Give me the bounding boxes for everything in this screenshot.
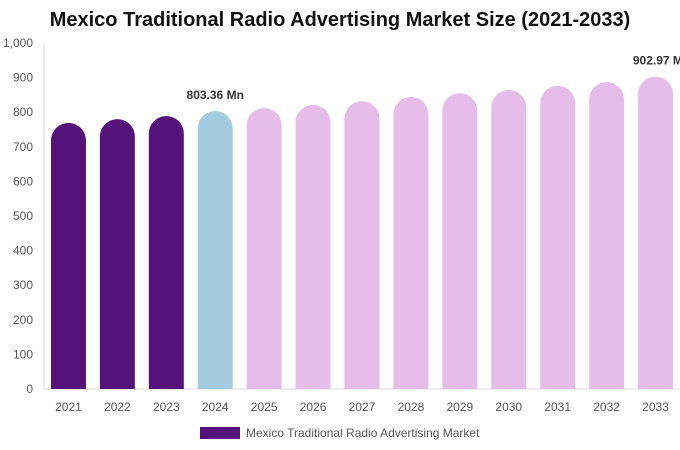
- bar-2024: [197, 111, 233, 389]
- x-tick-label: 2023: [153, 400, 180, 414]
- x-tick-label: 2025: [251, 400, 278, 414]
- x-tick-label: 2031: [544, 400, 571, 414]
- bar-2031: [540, 85, 576, 390]
- y-tick-label: 600: [13, 174, 33, 188]
- y-tick-label: 0: [26, 382, 33, 396]
- x-tick-label: 2024: [202, 400, 229, 414]
- y-tick-label: 200: [13, 313, 33, 327]
- x-tick-label: 2033: [642, 400, 669, 414]
- bar-2029: [442, 93, 478, 390]
- bar-2021: [50, 122, 86, 389]
- bar-2033: [638, 76, 674, 389]
- x-tick-label: 2027: [349, 400, 376, 414]
- data-label: 902.97 Mn: [633, 54, 680, 68]
- bar-2030: [491, 90, 527, 389]
- chart-title: Mexico Traditional Radio Advertising Mar…: [49, 9, 631, 31]
- bar-2025: [246, 108, 282, 389]
- x-tick-label: 2022: [104, 400, 131, 414]
- x-tick-label: 2021: [55, 400, 82, 414]
- x-tick-label: 2028: [398, 400, 425, 414]
- y-tick-label: 500: [13, 209, 33, 223]
- bar-2023: [148, 116, 184, 389]
- data-label: 803.36 Mn: [187, 88, 244, 102]
- y-tick-label: 100: [13, 347, 33, 361]
- legend-label: Mexico Traditional Radio Advertising Mar…: [246, 426, 480, 440]
- bar-2028: [393, 96, 429, 389]
- y-tick-label: 400: [13, 244, 33, 258]
- bar-2022: [99, 119, 135, 390]
- bar-2026: [295, 104, 331, 389]
- y-tick-label: 300: [13, 278, 33, 292]
- x-tick-label: 2030: [495, 400, 522, 414]
- legend: Mexico Traditional Radio Advertising Mar…: [200, 426, 479, 440]
- bar-2027: [344, 101, 380, 390]
- x-tick-label: 2032: [593, 400, 620, 414]
- x-tick-label: 2026: [300, 400, 327, 414]
- x-tick-label: 2029: [446, 400, 473, 414]
- legend-swatch: [200, 427, 240, 439]
- y-tick-label: 1,000: [3, 36, 33, 50]
- y-tick-label: 900: [13, 71, 33, 85]
- bar-chart: 0 100 200 300 400 500 600 700 800 900 1,000 2021 202…: [3, 36, 680, 414]
- y-tick-label: 800: [13, 105, 33, 119]
- bar-2032: [589, 82, 625, 390]
- y-tick-label: 700: [13, 140, 33, 154]
